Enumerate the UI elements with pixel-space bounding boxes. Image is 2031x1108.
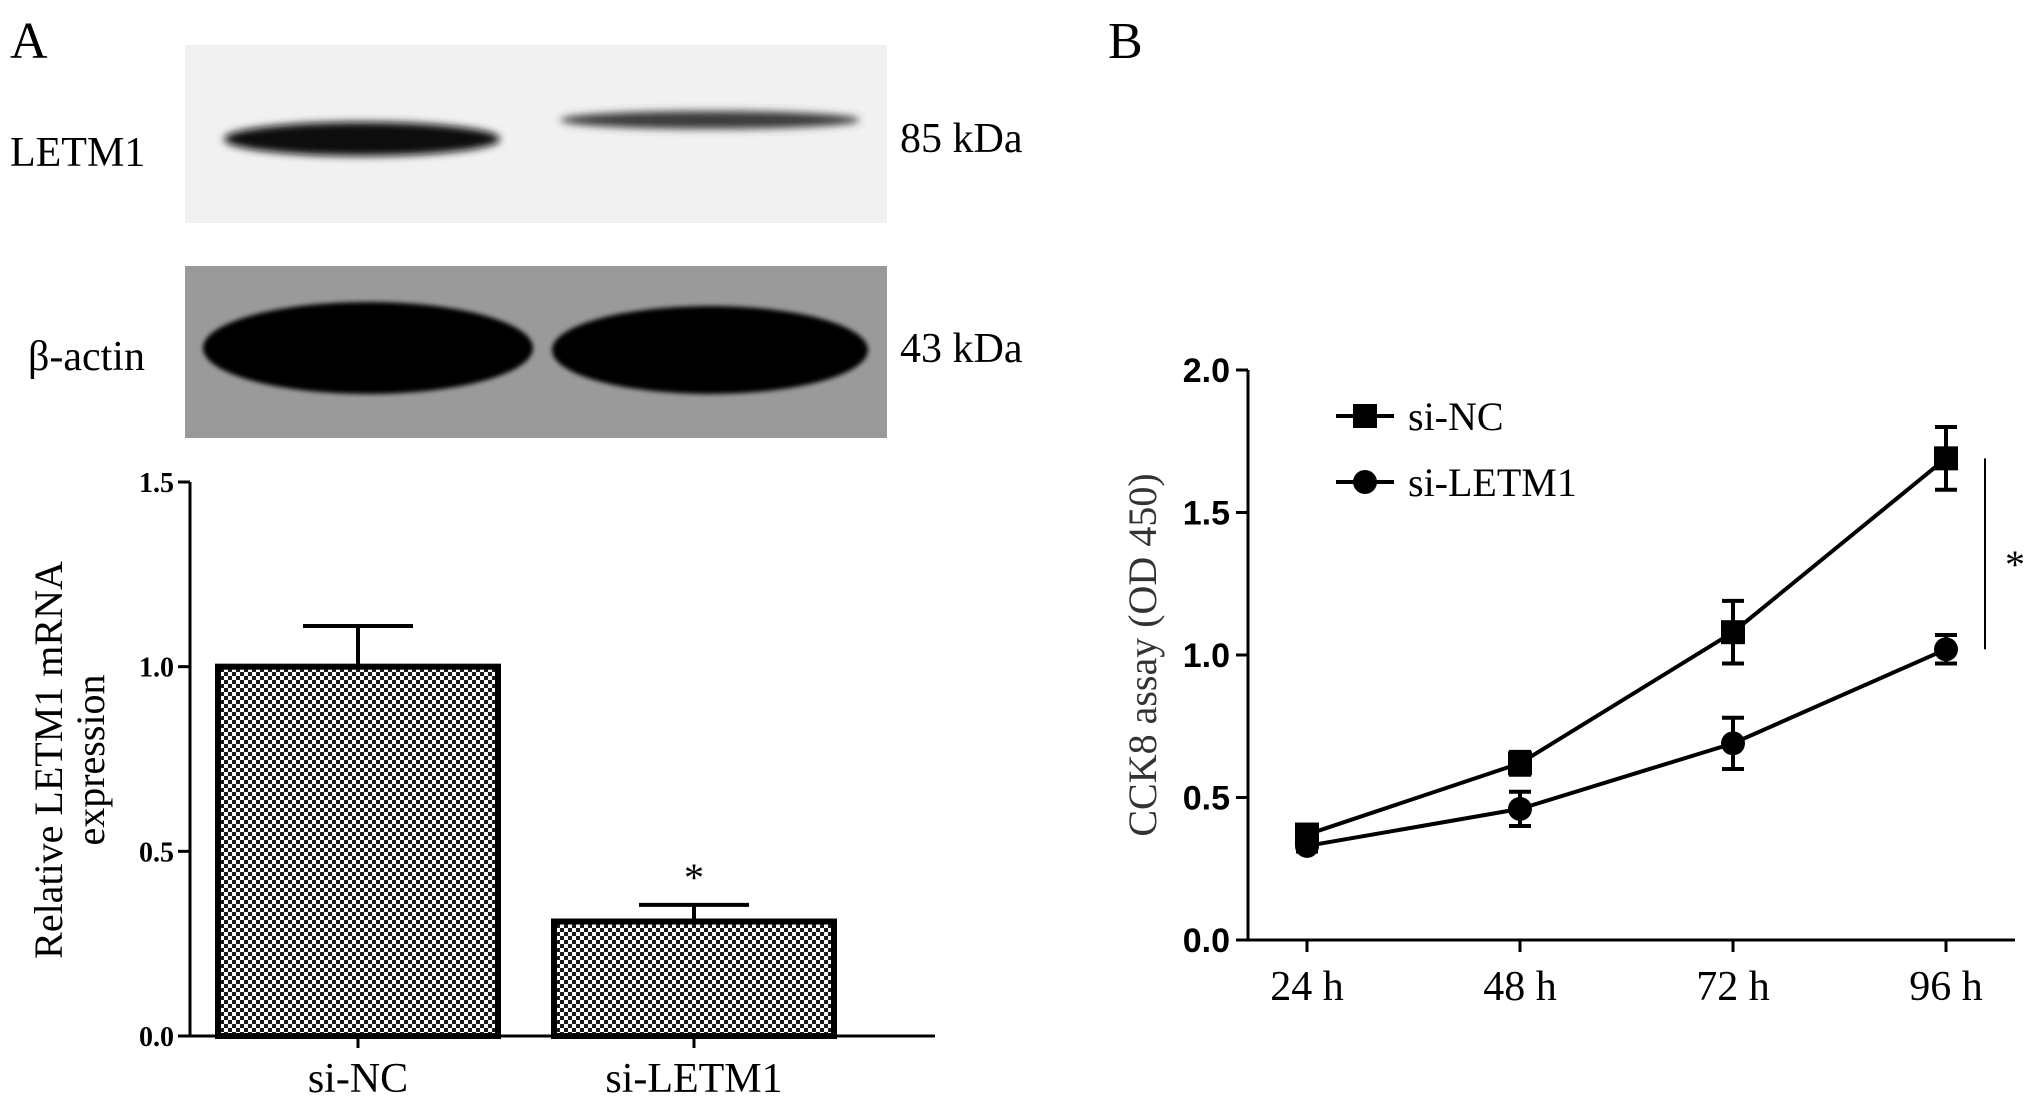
line-point-circle	[1508, 796, 1532, 821]
line-chart-ytick-label: 0.5	[1183, 780, 1230, 818]
line-chart-xtick-label: 24 h	[1270, 964, 1344, 1010]
line-chart-xtick-label: 48 h	[1483, 964, 1557, 1010]
western-blot: LETM1 85 kDa β-actin 43 kDa	[10, 45, 1023, 438]
blot-band-letm1-si-nc	[224, 122, 500, 156]
bar-chart-ylabel-line1: Relative LETM1 mRNA	[26, 561, 71, 959]
line-chart-ytick-label: 0.0	[1183, 922, 1230, 960]
line-significance-marker: *	[2005, 542, 2025, 587]
bar-si-nc	[215, 663, 501, 1040]
line-chart: 0.0 0.5 1.0 1.5 2.0 24 h 48 h 72 h 96 h * si-NC s…	[1120, 352, 2025, 1010]
line-chart-ytick-label: 2.0	[1183, 352, 1230, 390]
blot-size-label-letm1: 85 kDa	[900, 116, 1023, 162]
legend-marker-square	[1353, 404, 1377, 428]
line-series-si-letm1	[1306, 647, 1947, 848]
bar-si-letm1	[551, 918, 837, 1039]
line-chart-ytick-label: 1.0	[1183, 637, 1230, 675]
line-chart-ytick-label: 1.5	[1183, 495, 1230, 533]
blot-band-letm1-si-letm1	[560, 111, 860, 129]
bar-significance-marker: *	[684, 855, 704, 900]
bar-chart-ylabel-line2: expression	[68, 674, 113, 845]
bar-chart-ytick-label: 1.0	[139, 653, 174, 684]
legend-label-si-letm1: si-LETM1	[1408, 460, 1577, 505]
legend-marker-circle	[1353, 470, 1377, 494]
bar-chart-xtick-label: si-NC	[308, 1056, 408, 1102]
line-point-circle	[1934, 637, 1958, 662]
line-point-square	[1721, 620, 1745, 645]
bar-chart: 0.0 0.5 1.0 1.5 si-NC si-LETM1 * Relative LET…	[26, 468, 935, 1102]
line-point-square	[1508, 751, 1532, 776]
bar-chart-ytick-label: 1.5	[139, 468, 174, 499]
line-chart-xtick-label: 96 h	[1909, 964, 1983, 1010]
blot-protein-label-actin: β-actin	[28, 334, 145, 380]
legend-label-si-nc: si-NC	[1408, 394, 1504, 439]
blot-protein-label-letm1: LETM1	[10, 130, 145, 176]
panel-label-a: A	[10, 13, 48, 70]
blot-band-actin-si-nc	[203, 302, 533, 394]
line-point-square	[1934, 446, 1958, 471]
panel-label-b: B	[1108, 13, 1143, 70]
bar-chart-ytick-label: 0.0	[139, 1022, 174, 1053]
line-chart-xtick-label: 72 h	[1696, 964, 1770, 1010]
bar-chart-xtick-label: si-LETM1	[605, 1056, 782, 1102]
bar-chart-ytick-label: 0.5	[139, 837, 174, 868]
line-point-circle	[1721, 731, 1745, 756]
line-chart-ylabel: CCK8 assay (OD 450)	[1120, 473, 1165, 836]
line-series-si-nc	[1306, 456, 1948, 837]
blot-size-label-actin: 43 kDa	[900, 326, 1023, 372]
blot-band-actin-si-letm1	[552, 306, 868, 394]
line-point-circle	[1295, 833, 1319, 858]
